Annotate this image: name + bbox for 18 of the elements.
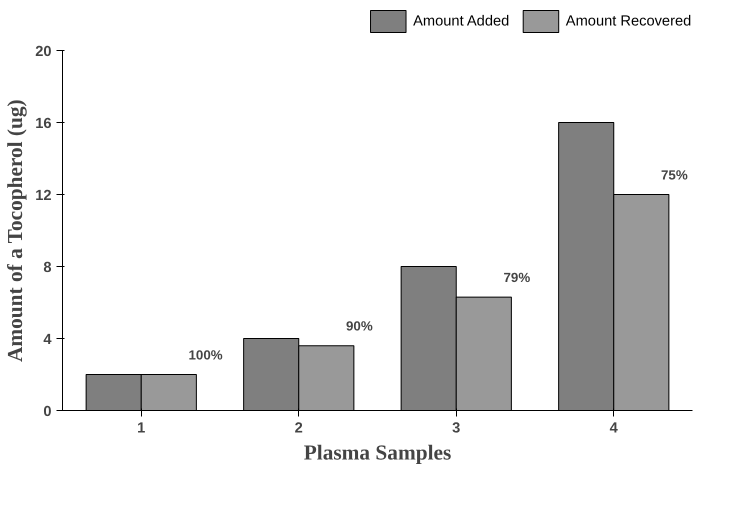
annotation: 79% — [504, 270, 530, 286]
legend-label: Amount Recovered — [566, 14, 692, 30]
y-tick-label: 8 — [43, 260, 52, 276]
y-tick-label: 16 — [35, 116, 52, 132]
annotation: 75% — [661, 168, 688, 182]
y-tick-label: 4 — [43, 332, 52, 348]
legend-label: Amount Added — [413, 14, 510, 30]
y-tick-label: 12 — [35, 188, 52, 204]
x-tick-label: 1 — [137, 420, 146, 436]
x-axis-title: Plasma Samples — [304, 440, 452, 464]
annotation: 100% — [188, 348, 223, 362]
y-axis-title: Amount of a Tocopherol (ug) — [3, 99, 28, 362]
annotation: 90% — [346, 318, 373, 334]
y-tick-label: 20 — [35, 44, 52, 60]
x-tick-label: 2 — [294, 420, 303, 436]
x-tick-label: 3 — [452, 420, 460, 436]
x-tick-label: 4 — [610, 420, 619, 436]
y-tick-label: 0 — [43, 404, 52, 420]
